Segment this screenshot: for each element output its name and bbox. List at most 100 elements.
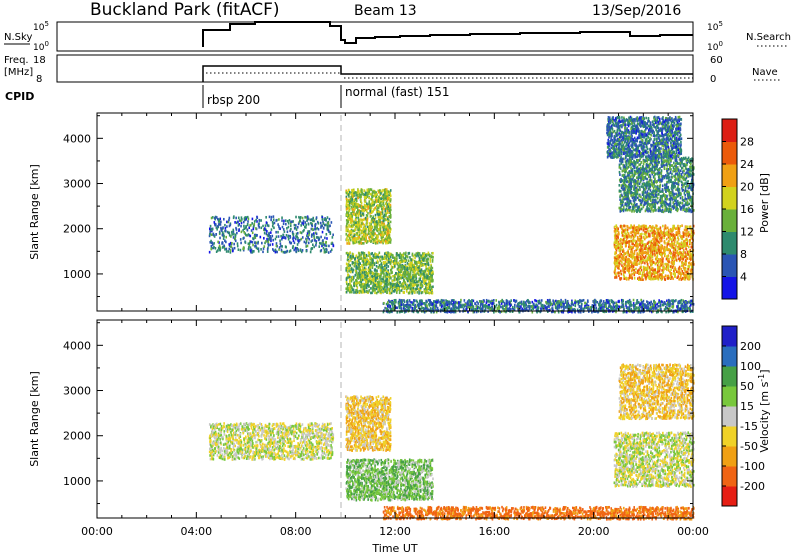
- power-cell: [351, 225, 354, 229]
- power-cell: [389, 304, 392, 308]
- power-cell: [352, 237, 355, 241]
- power-cell: [622, 305, 625, 309]
- power-cell: [625, 304, 627, 307]
- power-cell: [389, 216, 392, 219]
- power-cell: [326, 224, 329, 227]
- power-cell: [406, 266, 409, 270]
- power-cell: [654, 198, 657, 202]
- power-cell: [210, 216, 213, 220]
- power-cell: [313, 236, 316, 240]
- power-cell: [235, 228, 238, 231]
- power-cell: [432, 307, 434, 310]
- power-cell: [358, 210, 360, 213]
- power-cell: [370, 261, 373, 264]
- power-cell: [322, 227, 325, 230]
- power-cell: [422, 308, 425, 311]
- power-cell: [359, 257, 362, 261]
- power-cell: [210, 239, 212, 243]
- power-cell: [255, 241, 257, 245]
- power-cell: [590, 306, 593, 309]
- power-cell: [403, 257, 405, 261]
- power-cell: [373, 194, 375, 198]
- power-cell: [448, 302, 450, 305]
- power-cell: [388, 281, 391, 285]
- power-cell: [404, 269, 406, 272]
- power-cell: [365, 270, 368, 274]
- power-cell: [220, 220, 222, 224]
- power-cell: [627, 195, 630, 198]
- power-cell: [408, 273, 411, 276]
- power-cell: [237, 220, 239, 224]
- power-cell: [588, 307, 590, 311]
- power-cell: [345, 197, 348, 201]
- power-cell: [417, 254, 419, 258]
- power-cell: [315, 216, 318, 219]
- power-cell: [280, 234, 282, 238]
- power-cell: [661, 184, 664, 188]
- power-cell: [208, 227, 211, 231]
- power-cell: [524, 308, 527, 312]
- power-cell: [380, 236, 383, 239]
- power-cell: [356, 193, 359, 197]
- power-cell: [369, 271, 371, 274]
- power-cell: [558, 303, 561, 306]
- power-cell: [374, 291, 376, 295]
- power-cell: [378, 218, 381, 222]
- power-cell: [386, 258, 388, 262]
- power-cell: [292, 232, 295, 236]
- power-cell: [403, 305, 405, 309]
- power-cell: [432, 304, 435, 308]
- power-cell: [431, 260, 434, 263]
- power-cell: [369, 232, 372, 236]
- power-cell: [318, 236, 320, 240]
- power-cell: [415, 261, 417, 265]
- power-cell: [380, 207, 383, 211]
- power-cell: [667, 185, 670, 189]
- power-cell: [307, 241, 310, 245]
- power-cell: [469, 304, 471, 308]
- power-cell: [475, 310, 478, 314]
- power-cell: [275, 230, 277, 234]
- power-cell: [414, 287, 417, 291]
- power-cell: [659, 185, 661, 188]
- power-cell: [229, 249, 232, 252]
- power-cell: [281, 245, 283, 248]
- power-cell: [360, 201, 363, 205]
- power-cell: [390, 271, 393, 275]
- power-cell: [413, 306, 415, 310]
- power-cell: [271, 224, 274, 228]
- power-cell: [667, 303, 670, 306]
- power-cell: [268, 215, 271, 219]
- power-cell: [677, 179, 680, 183]
- power-cell: [315, 232, 318, 236]
- power-cell: [377, 266, 380, 269]
- power-cell: [562, 305, 564, 308]
- power-cell: [419, 269, 421, 273]
- power-cell: [315, 217, 318, 221]
- power-cell: [321, 244, 323, 248]
- power-cell: [219, 236, 221, 240]
- power-cell: [624, 302, 627, 306]
- power-cell: [370, 202, 373, 206]
- power-cell: [642, 299, 645, 303]
- power-cell: [384, 285, 386, 289]
- power-cell: [223, 234, 225, 238]
- power-cell: [363, 252, 366, 255]
- power-cell: [420, 286, 422, 290]
- power-cell: [375, 220, 378, 224]
- power-cell: [472, 310, 475, 314]
- power-cell: [680, 174, 683, 178]
- power-cell: [660, 310, 662, 313]
- power-cell: [522, 302, 525, 306]
- power-cell: [606, 298, 609, 302]
- power-cell: [365, 227, 368, 231]
- power-cell: [566, 300, 569, 304]
- power-cell: [398, 276, 400, 279]
- power-cell: [390, 265, 393, 268]
- power-cell: [557, 310, 560, 314]
- power-cell: [305, 245, 308, 248]
- power-cell: [378, 257, 381, 261]
- power-cell: [443, 306, 445, 310]
- power-cell: [504, 307, 507, 311]
- power-cell: [398, 300, 401, 304]
